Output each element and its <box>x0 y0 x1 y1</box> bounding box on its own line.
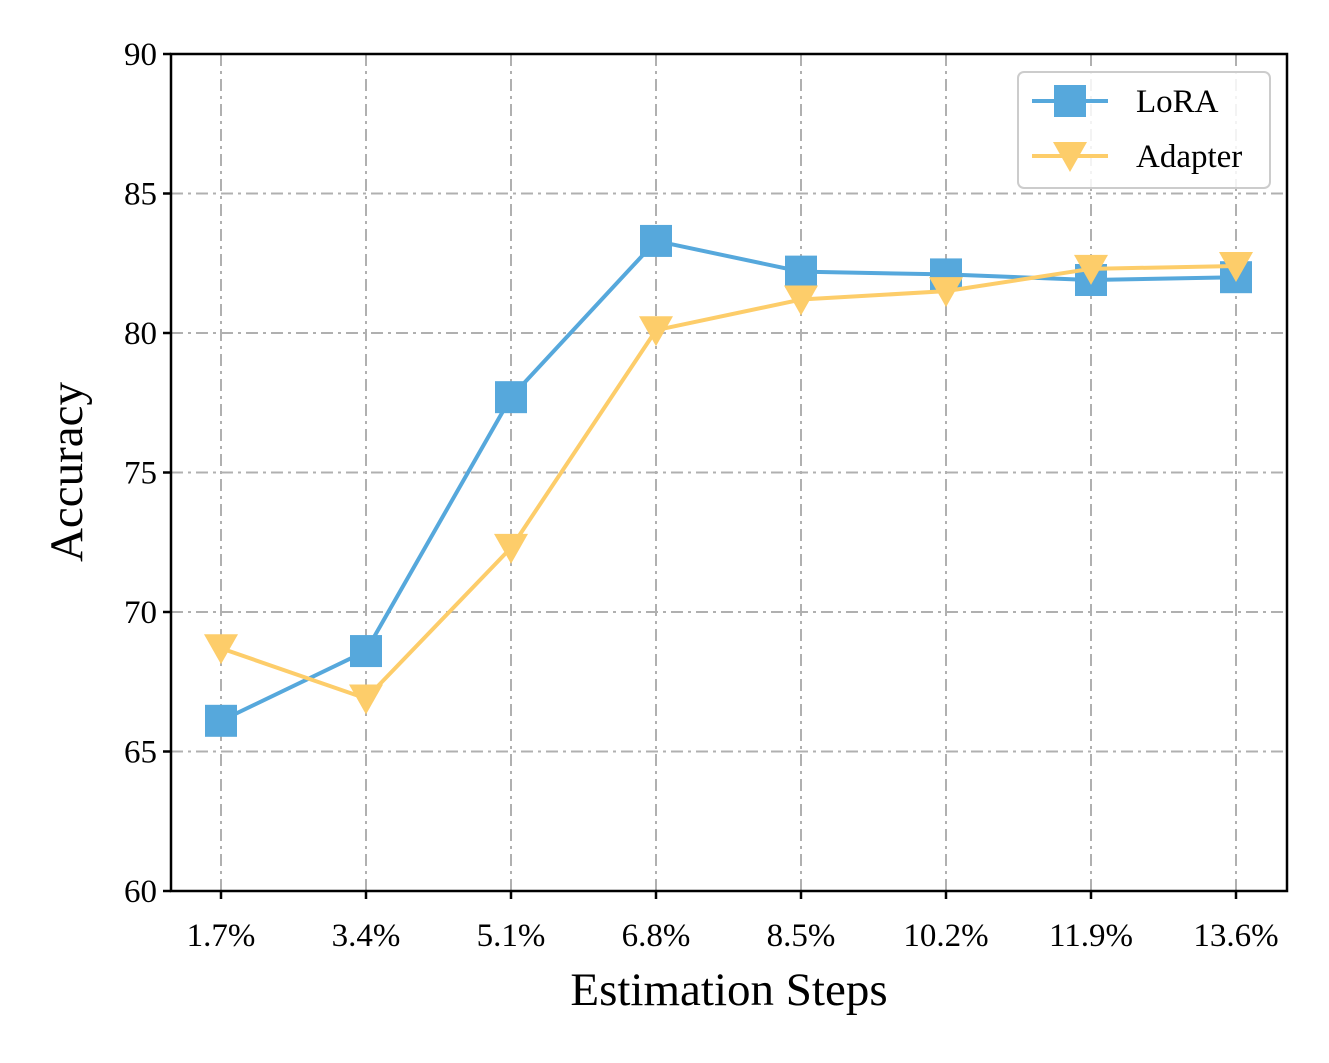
legend-item-lora: LoRA <box>1032 84 1219 120</box>
data-point <box>349 684 383 715</box>
x-axis: 1.7% 3.4% 5.1% 6.8% 8.5% 10.2% 11.9% 13.6% <box>187 891 1279 954</box>
data-point <box>929 277 963 308</box>
data-point <box>640 224 672 257</box>
data-point <box>205 704 237 737</box>
data-point <box>785 255 817 288</box>
x-tick-label: 13.6% <box>1193 918 1278 954</box>
x-tick-label: 10.2% <box>903 918 988 954</box>
y-tick-label: 90 <box>124 37 157 73</box>
y-tick-label: 60 <box>124 874 157 910</box>
x-axis-title: Estimation Steps <box>570 964 887 1016</box>
legend-label: Adapter <box>1136 139 1242 175</box>
y-axis: 60 65 70 75 80 85 90 <box>124 37 171 910</box>
series-lora <box>205 224 1252 737</box>
y-tick-label: 70 <box>124 595 157 631</box>
y-axis-title: Accuracy <box>41 381 93 562</box>
data-point <box>784 285 818 316</box>
y-tick-label: 80 <box>124 316 157 352</box>
data-point <box>1074 254 1108 285</box>
legend-label: LoRA <box>1136 84 1219 120</box>
x-tick-label: 6.8% <box>622 918 691 954</box>
y-tick-label: 75 <box>124 456 157 492</box>
y-tick-label: 85 <box>124 177 157 213</box>
x-tick-label: 3.4% <box>332 918 401 954</box>
legend-marker <box>1053 142 1087 172</box>
legend-item-adapter: Adapter <box>1032 139 1242 175</box>
data-point <box>350 635 382 668</box>
x-tick-label: 8.5% <box>767 918 836 954</box>
data-point <box>1219 252 1253 283</box>
data-point <box>639 316 673 347</box>
x-tick-label: 11.9% <box>1049 918 1133 954</box>
legend-marker <box>1054 85 1086 117</box>
y-tick-label: 65 <box>124 735 157 771</box>
series-line <box>220 264 1237 701</box>
series-adapter <box>204 252 1253 715</box>
grid <box>171 54 1287 891</box>
data-point <box>204 634 238 665</box>
data-point <box>495 381 527 414</box>
series-line <box>220 238 1237 723</box>
legend: LoRA Adapter <box>1017 71 1271 189</box>
series-layer <box>204 224 1253 737</box>
data-point <box>494 533 528 564</box>
x-tick-label: 5.1% <box>477 918 546 954</box>
x-tick-label: 1.7% <box>187 918 256 954</box>
